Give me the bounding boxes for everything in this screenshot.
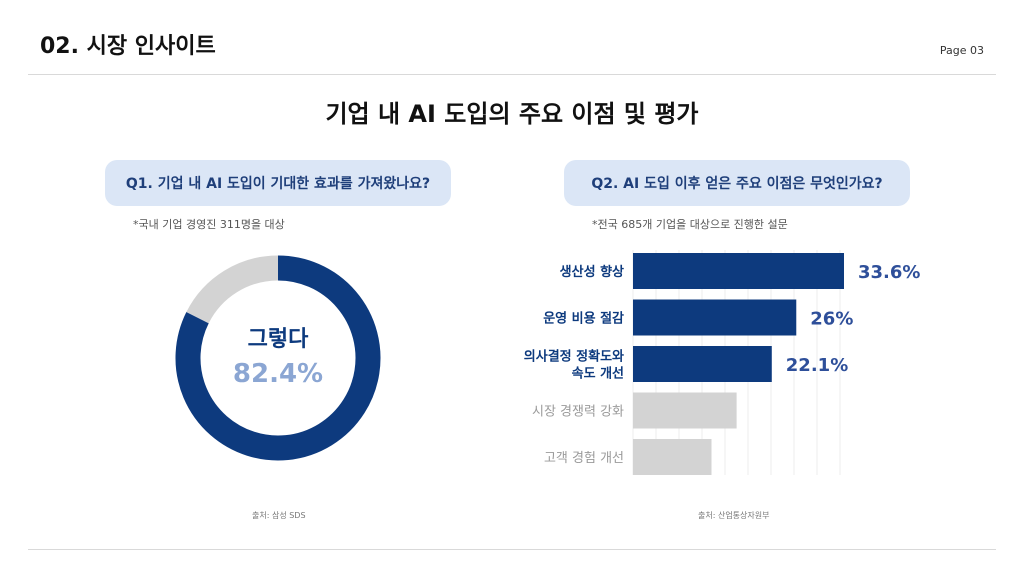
donut-center-label: 그렇다	[248, 327, 309, 352]
q1-question-pill: Q1. 기업 내 AI 도입이 기대한 효과를 가져왔나요?	[105, 160, 451, 206]
bar-category-label: 운영 비용 절감	[543, 311, 624, 327]
q2-question-pill: Q2. AI 도입 이후 얻은 주요 이점은 무엇인가요?	[564, 160, 910, 206]
donut-center-value: 82.4%	[233, 359, 323, 389]
donut-slice-remainder	[186, 255, 279, 324]
q1-source: 출처: 삼성 SDS	[252, 511, 306, 520]
bar-5	[633, 439, 712, 475]
bar-category-label: 생산성 향상	[560, 264, 624, 280]
bar-value-label: 22.1%	[786, 355, 848, 376]
main-title: 기업 내 AI 도입의 주요 이점 및 평가	[325, 100, 699, 128]
q2-source: 출처: 산업통상자원부	[698, 511, 770, 520]
bar-4	[633, 392, 737, 429]
q1-survey-note: *국내 기업 경영진 311명을 대상	[133, 218, 285, 231]
bar-1	[633, 253, 844, 289]
bar-2	[633, 299, 797, 336]
q2-survey-note: *전국 685개 기업을 대상으로 진행한 설문	[592, 218, 788, 231]
bar-3	[633, 346, 772, 382]
bar-value-label: 33.6%	[858, 262, 920, 283]
top-divider	[28, 74, 996, 75]
bottom-divider	[28, 549, 996, 550]
bar-category-label: 시장 경쟁력 강화	[532, 405, 624, 420]
bar-category-label: 고객 경험 개선	[544, 451, 624, 466]
section-title: 02. 시장 인사이트	[40, 34, 216, 59]
page-number: Page 03	[939, 44, 984, 57]
donut-slice-main	[175, 255, 381, 461]
bar-value-label: 26%	[810, 309, 853, 330]
bar-category-label: 속도 개선	[572, 366, 624, 382]
bar-category-label: 의사결정 정확도와	[524, 349, 624, 365]
